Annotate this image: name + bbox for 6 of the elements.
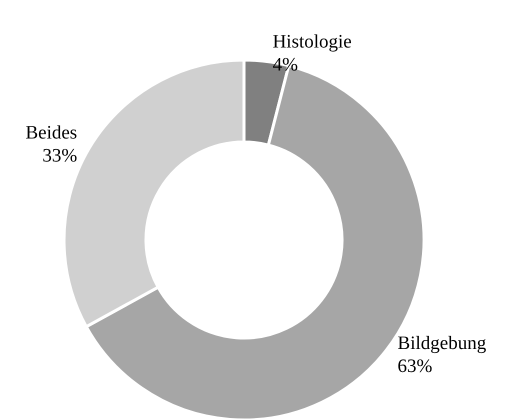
slice-label: Beides bbox=[25, 122, 78, 144]
data-label: 63% bbox=[398, 356, 433, 378]
slice-label: Histologie bbox=[272, 31, 352, 52]
data-label: 4% bbox=[272, 54, 298, 76]
data-label: 33% bbox=[42, 145, 78, 166]
slice-label: Bildgebung bbox=[398, 333, 487, 354]
